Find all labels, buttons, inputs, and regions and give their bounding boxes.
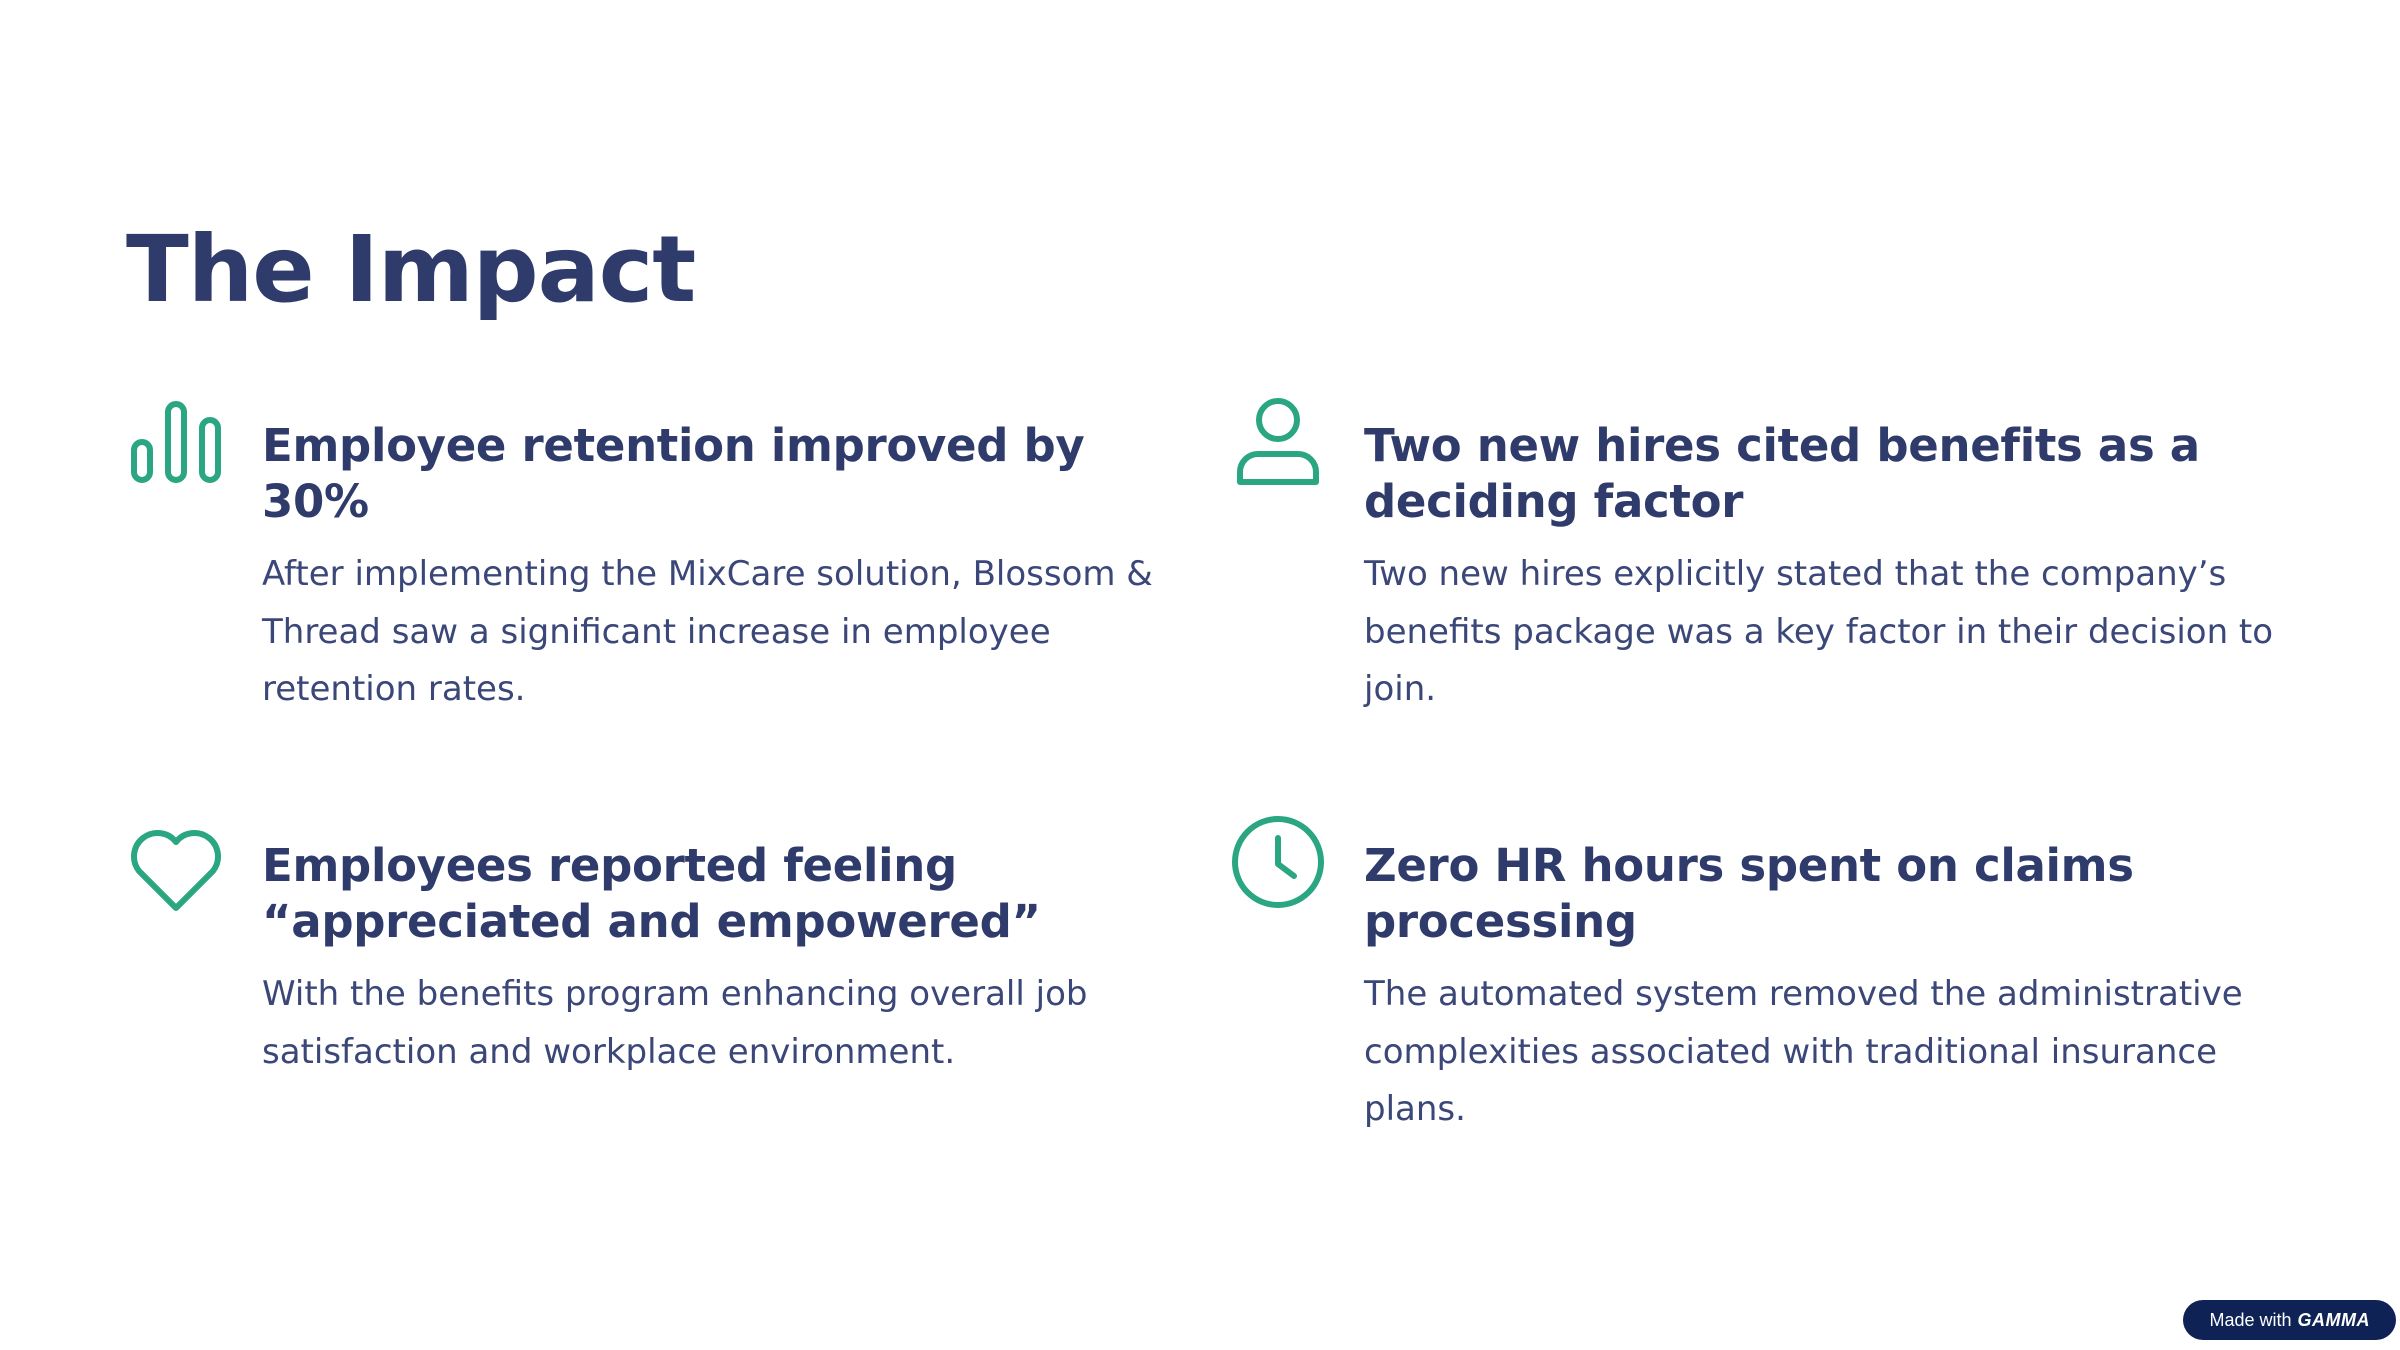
- card-text: The automated system removed the adminis…: [1364, 974, 2243, 1129]
- card-text: Two new hires explicitly stated that the…: [1364, 554, 2274, 709]
- card-title: Employees reported feeling “appreciated …: [262, 839, 1041, 948]
- card-title: Two new hires cited benefits as a decidi…: [1364, 419, 2200, 528]
- page-title: The Impact: [126, 216, 696, 323]
- clock-icon: [1228, 812, 1328, 912]
- user-icon: [1228, 392, 1328, 492]
- card-title: Zero HR hours spent on claims processing: [1364, 839, 2134, 948]
- card-title: Employee retention improved by 30%: [262, 419, 1085, 528]
- card-text: With the benefits program enhancing over…: [262, 974, 1088, 1072]
- card-text: After implementing the MixCare solution,…: [262, 554, 1153, 709]
- made-with-gamma-badge[interactable]: Made with GAMMA: [2183, 1300, 2396, 1340]
- gamma-logo: GAMMA: [2297, 1309, 2370, 1330]
- badge-prefix: Made with: [2209, 1309, 2292, 1330]
- heart-icon: [126, 820, 226, 920]
- bar-chart-icon: [126, 390, 226, 490]
